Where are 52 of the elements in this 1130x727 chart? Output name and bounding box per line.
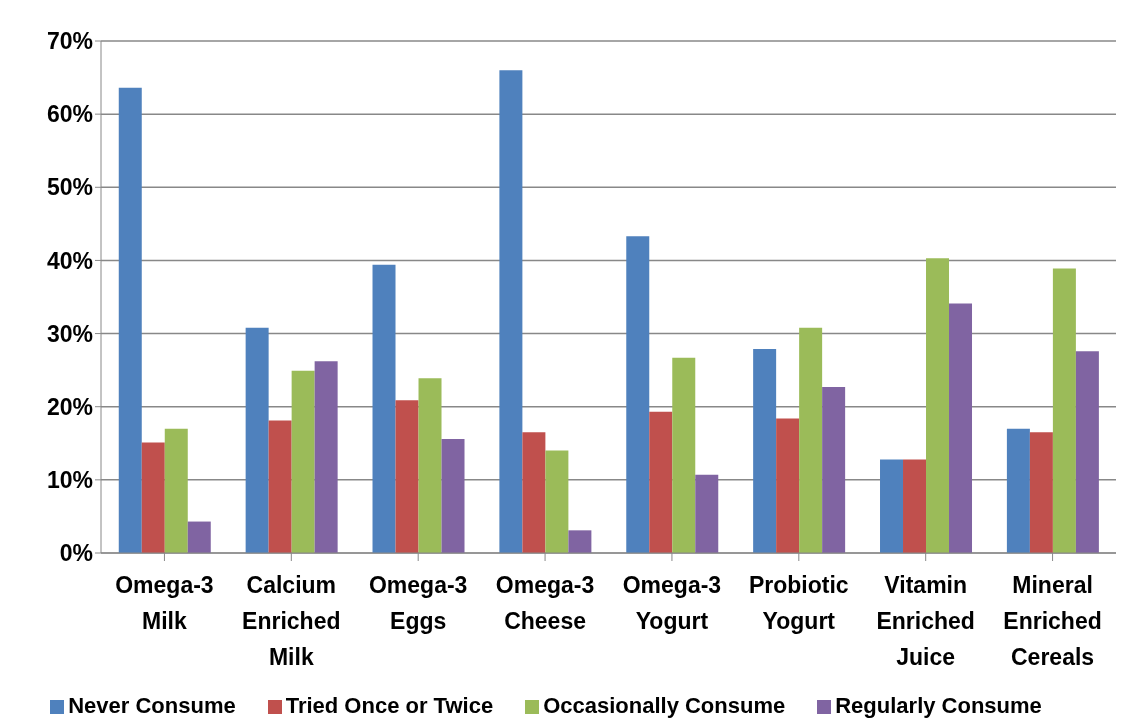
bar xyxy=(949,303,973,553)
bar xyxy=(822,386,846,553)
bar xyxy=(649,411,673,553)
bar xyxy=(695,474,719,553)
bar xyxy=(926,258,950,553)
y-tick-label: 30% xyxy=(46,320,93,347)
bar xyxy=(268,420,292,553)
bar xyxy=(880,459,904,553)
legend-label: Tried Once or Twice xyxy=(285,693,494,718)
x-tick-label: Omega-3 Milk xyxy=(115,572,214,634)
bar xyxy=(753,348,777,553)
x-tick-label: Omega-3 Eggs xyxy=(368,572,468,634)
bar xyxy=(903,459,927,553)
legend-label: Occasionally Consume xyxy=(543,693,786,718)
bar xyxy=(372,264,396,553)
bar xyxy=(1029,432,1053,553)
bar xyxy=(1052,268,1076,553)
legend-label: Regularly Consume xyxy=(835,693,1042,718)
bar xyxy=(418,378,442,553)
y-tick-label: 10% xyxy=(46,467,93,494)
x-tick-label: Mineral Enriched Cereals xyxy=(1003,572,1102,670)
y-tick-label: 50% xyxy=(46,174,93,201)
x-tick-label: Omega-3 Yogurt xyxy=(622,572,722,634)
y-tick-label: 20% xyxy=(46,393,93,420)
legend-label: Never Consume xyxy=(68,693,236,718)
x-tick-label: Omega-3 Cheese xyxy=(495,572,595,634)
bar xyxy=(164,428,188,553)
x-tick-label: Probiotic Yogurt xyxy=(748,572,849,634)
y-tick-label: 40% xyxy=(46,247,93,274)
bar xyxy=(314,361,338,553)
bar xyxy=(291,370,315,553)
bar xyxy=(1075,351,1099,553)
bar xyxy=(245,327,269,553)
bar xyxy=(441,438,465,553)
bar xyxy=(499,70,523,553)
bar xyxy=(672,357,696,553)
bar xyxy=(118,87,142,553)
bar xyxy=(626,236,650,553)
bar xyxy=(395,400,419,553)
bar xyxy=(522,432,546,553)
bar xyxy=(1006,428,1030,553)
bar xyxy=(776,418,800,553)
x-tick-label: Vitamin Enriched Juice xyxy=(876,572,975,670)
bar xyxy=(799,327,823,553)
x-tick-label: Calcium Enriched Milk xyxy=(242,572,341,670)
bar xyxy=(141,442,165,553)
y-tick-label: 0% xyxy=(59,540,93,567)
bar xyxy=(187,521,211,553)
y-tick-label: 70% xyxy=(46,28,93,55)
y-tick-label: 60% xyxy=(46,101,93,128)
bar xyxy=(545,450,569,553)
bar xyxy=(568,530,592,553)
